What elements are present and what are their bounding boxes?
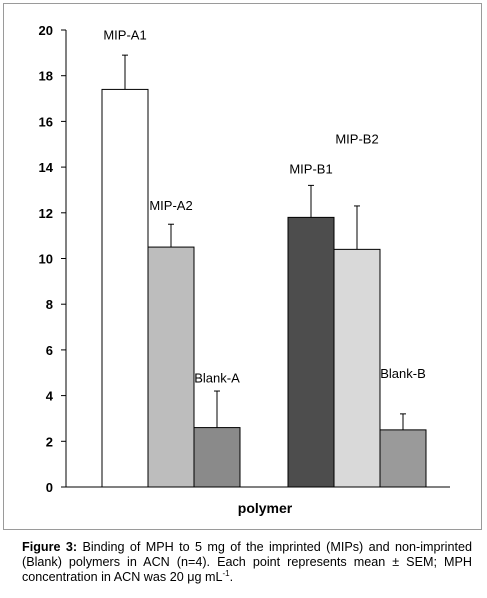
y-axis: 0 2 4 6 8 10 12 14 16 18 20 [39, 23, 450, 495]
y-tick-label: 12 [39, 206, 53, 221]
caption-superscript: -1 [222, 568, 230, 578]
y-tick-label: 18 [39, 69, 53, 84]
bar [287, 216, 335, 488]
x-axis-title: polymer [238, 500, 293, 516]
y-tick-label: 6 [46, 343, 53, 358]
caption-text: Binding of MPH to 5 mg of the imprinted … [22, 540, 472, 584]
bar [101, 88, 149, 488]
bar [193, 427, 241, 488]
bar-label: MIP-A2 [149, 198, 192, 213]
y-tick-label: 0 [46, 480, 53, 495]
caption-label: Figure 3: [22, 540, 78, 554]
bar [147, 246, 195, 488]
figure-caption: Figure 3: Binding of MPH to 5 mg of the … [22, 540, 472, 585]
bar-label: MIP-B2 [335, 131, 378, 146]
bar-label: MIP-B1 [289, 161, 332, 176]
bar [333, 248, 381, 488]
y-tick-label: 8 [46, 297, 53, 312]
y-tick-label: 16 [39, 114, 53, 129]
bar-label: Blank-A [194, 371, 240, 386]
bar-label: Blank-B [380, 366, 426, 381]
y-tick-label: 10 [39, 252, 53, 267]
y-tick-label: 2 [46, 434, 53, 449]
bar-label: MIP-A1 [103, 27, 146, 42]
y-tick-label: 14 [39, 160, 54, 175]
y-tick-label: 4 [46, 389, 54, 404]
y-tick-label: 20 [39, 23, 53, 38]
bar [379, 429, 427, 488]
caption-end: . [229, 570, 234, 584]
